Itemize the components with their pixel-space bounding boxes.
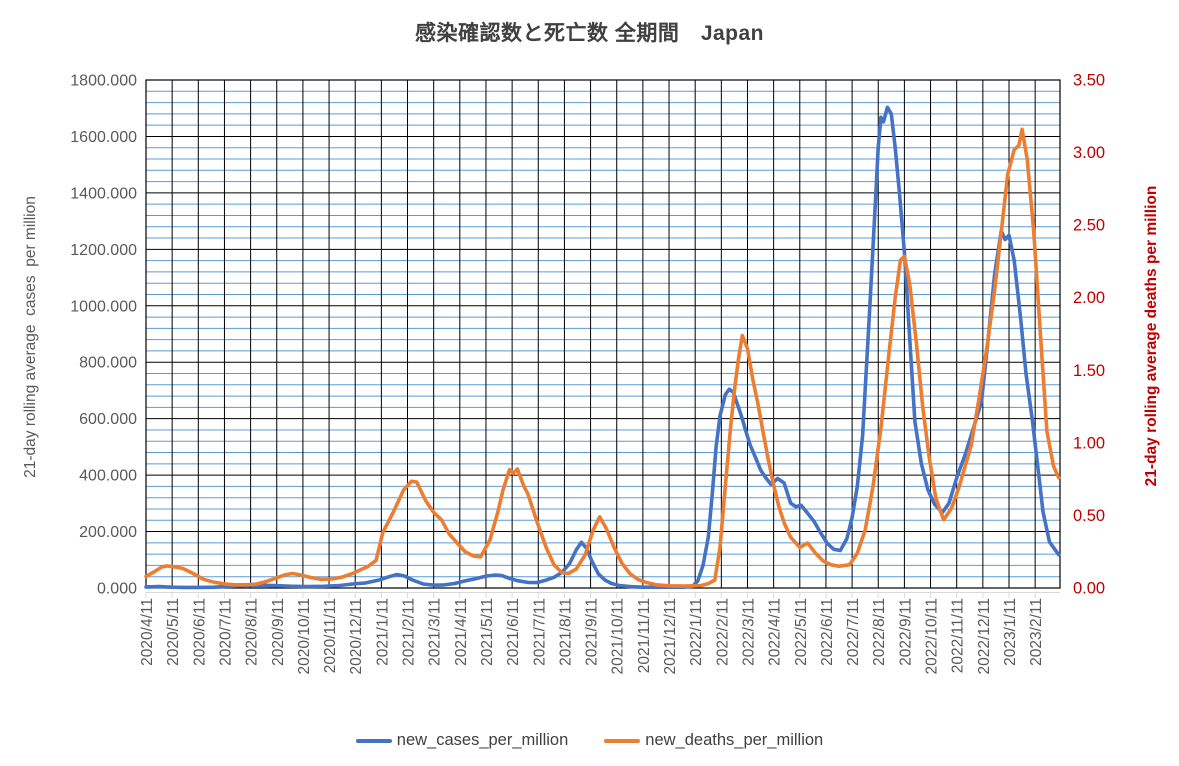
- y-left-tick-label: 1600.000: [70, 129, 137, 146]
- y-right-tick-label: 2.00: [1073, 289, 1105, 307]
- x-tick-label: 2022/5/11: [793, 598, 810, 666]
- x-tick-label: 2022/10/11: [924, 598, 941, 674]
- x-tick-label: 2022/1/11: [688, 598, 705, 666]
- legend: new_cases_per_million new_deaths_per_mill…: [0, 731, 1179, 750]
- y-right-tick-label: 1.50: [1073, 362, 1105, 380]
- x-tick-label: 2021/10/11: [610, 598, 627, 674]
- legend-item-new_cases_per_million: new_cases_per_million: [355, 731, 569, 750]
- x-tick-label: 2020/10/11: [296, 598, 313, 674]
- x-tick-label: 2022/8/11: [871, 598, 888, 666]
- x-tick-label: 2021/1/11: [374, 598, 391, 666]
- chart-title: 感染確認数と死亡数 全期間 Japan: [414, 22, 765, 45]
- x-tick-label: 2020/9/11: [270, 598, 287, 666]
- x-tick-label: 2022/7/11: [845, 598, 862, 666]
- y-left-tick-label: 1800.000: [70, 73, 137, 90]
- x-tick-label: 2020/11/11: [322, 598, 339, 673]
- x-tick-label: 2022/3/11: [740, 598, 757, 666]
- x-tick-label: 2021/2/11: [401, 598, 418, 666]
- x-tick-label: 2020/6/11: [191, 598, 208, 666]
- y-left-tick-label: 400.000: [79, 468, 137, 485]
- y-right-tick-label: 3.50: [1073, 72, 1105, 90]
- x-tick-label: 2021/4/11: [453, 598, 470, 666]
- y-right-tick-label: 1.00: [1073, 434, 1105, 452]
- x-tick-label: 2022/11/11: [950, 598, 967, 673]
- y-right-axis-title: 21-day rolling average deaths per millio…: [1143, 185, 1160, 487]
- y-right-tick-label: 3.00: [1073, 144, 1105, 162]
- x-tick-label: 2021/11/11: [636, 598, 653, 673]
- legend-line-icon: [355, 738, 392, 743]
- x-tick-label: 2022/6/11: [819, 598, 836, 666]
- x-tick-label: 2020/7/11: [217, 598, 234, 666]
- legend-label: new_deaths_per_million: [645, 731, 824, 749]
- x-tick-label: 2021/5/11: [479, 598, 496, 666]
- x-tick-label: 2020/12/11: [348, 598, 365, 674]
- y-left-tick-label: 1000.000: [70, 298, 137, 315]
- y-right-tick-label: 2.50: [1073, 217, 1105, 235]
- y-left-tick-label: 200.000: [79, 524, 137, 541]
- x-tick-label: 2021/6/11: [505, 598, 522, 666]
- y-right-tick-label: 0.00: [1073, 580, 1105, 598]
- y-left-tick-label: 800.000: [79, 355, 137, 372]
- legend-label: new_cases_per_million: [396, 731, 569, 749]
- y-left-axis-title: 21-day rolling average cases per million: [22, 196, 39, 478]
- x-tick-label: 2023/1/11: [1002, 598, 1019, 666]
- x-tick-label: 2022/9/11: [897, 598, 914, 666]
- x-tick-label: 2022/12/11: [976, 598, 993, 674]
- x-tick-label: 2021/8/11: [557, 598, 574, 666]
- x-tick-label: 2022/4/11: [767, 598, 784, 666]
- y-left-tick-label: 1400.000: [70, 185, 137, 202]
- y-right-tick-label: 0.50: [1073, 507, 1105, 525]
- legend-line-icon: [604, 738, 641, 743]
- x-tick-label: 2020/4/11: [139, 598, 156, 666]
- series-line-new_deaths_per_million: [144, 127, 1061, 588]
- x-tick-label: 2021/3/11: [427, 598, 444, 666]
- x-tick-label: 2021/7/11: [531, 598, 548, 666]
- x-tick-label: 2020/5/11: [165, 598, 182, 666]
- x-tick-label: 2023/2/11: [1028, 598, 1045, 666]
- x-tick-label: 2022/2/11: [714, 598, 731, 666]
- x-tick-label: 2021/9/11: [584, 598, 601, 666]
- y-left-tick-label: 600.000: [79, 411, 137, 428]
- plot-border: [145, 79, 1061, 589]
- x-tick-label: 2020/8/11: [244, 598, 261, 666]
- y-left-tick-label: 1200.000: [70, 242, 137, 259]
- series-line-new_cases_per_million: [144, 105, 1061, 590]
- legend-item-new_deaths_per_million: new_deaths_per_million: [604, 731, 823, 750]
- y-left-tick-label: 0.000: [97, 581, 137, 598]
- x-tick-label: 2021/12/11: [662, 598, 679, 674]
